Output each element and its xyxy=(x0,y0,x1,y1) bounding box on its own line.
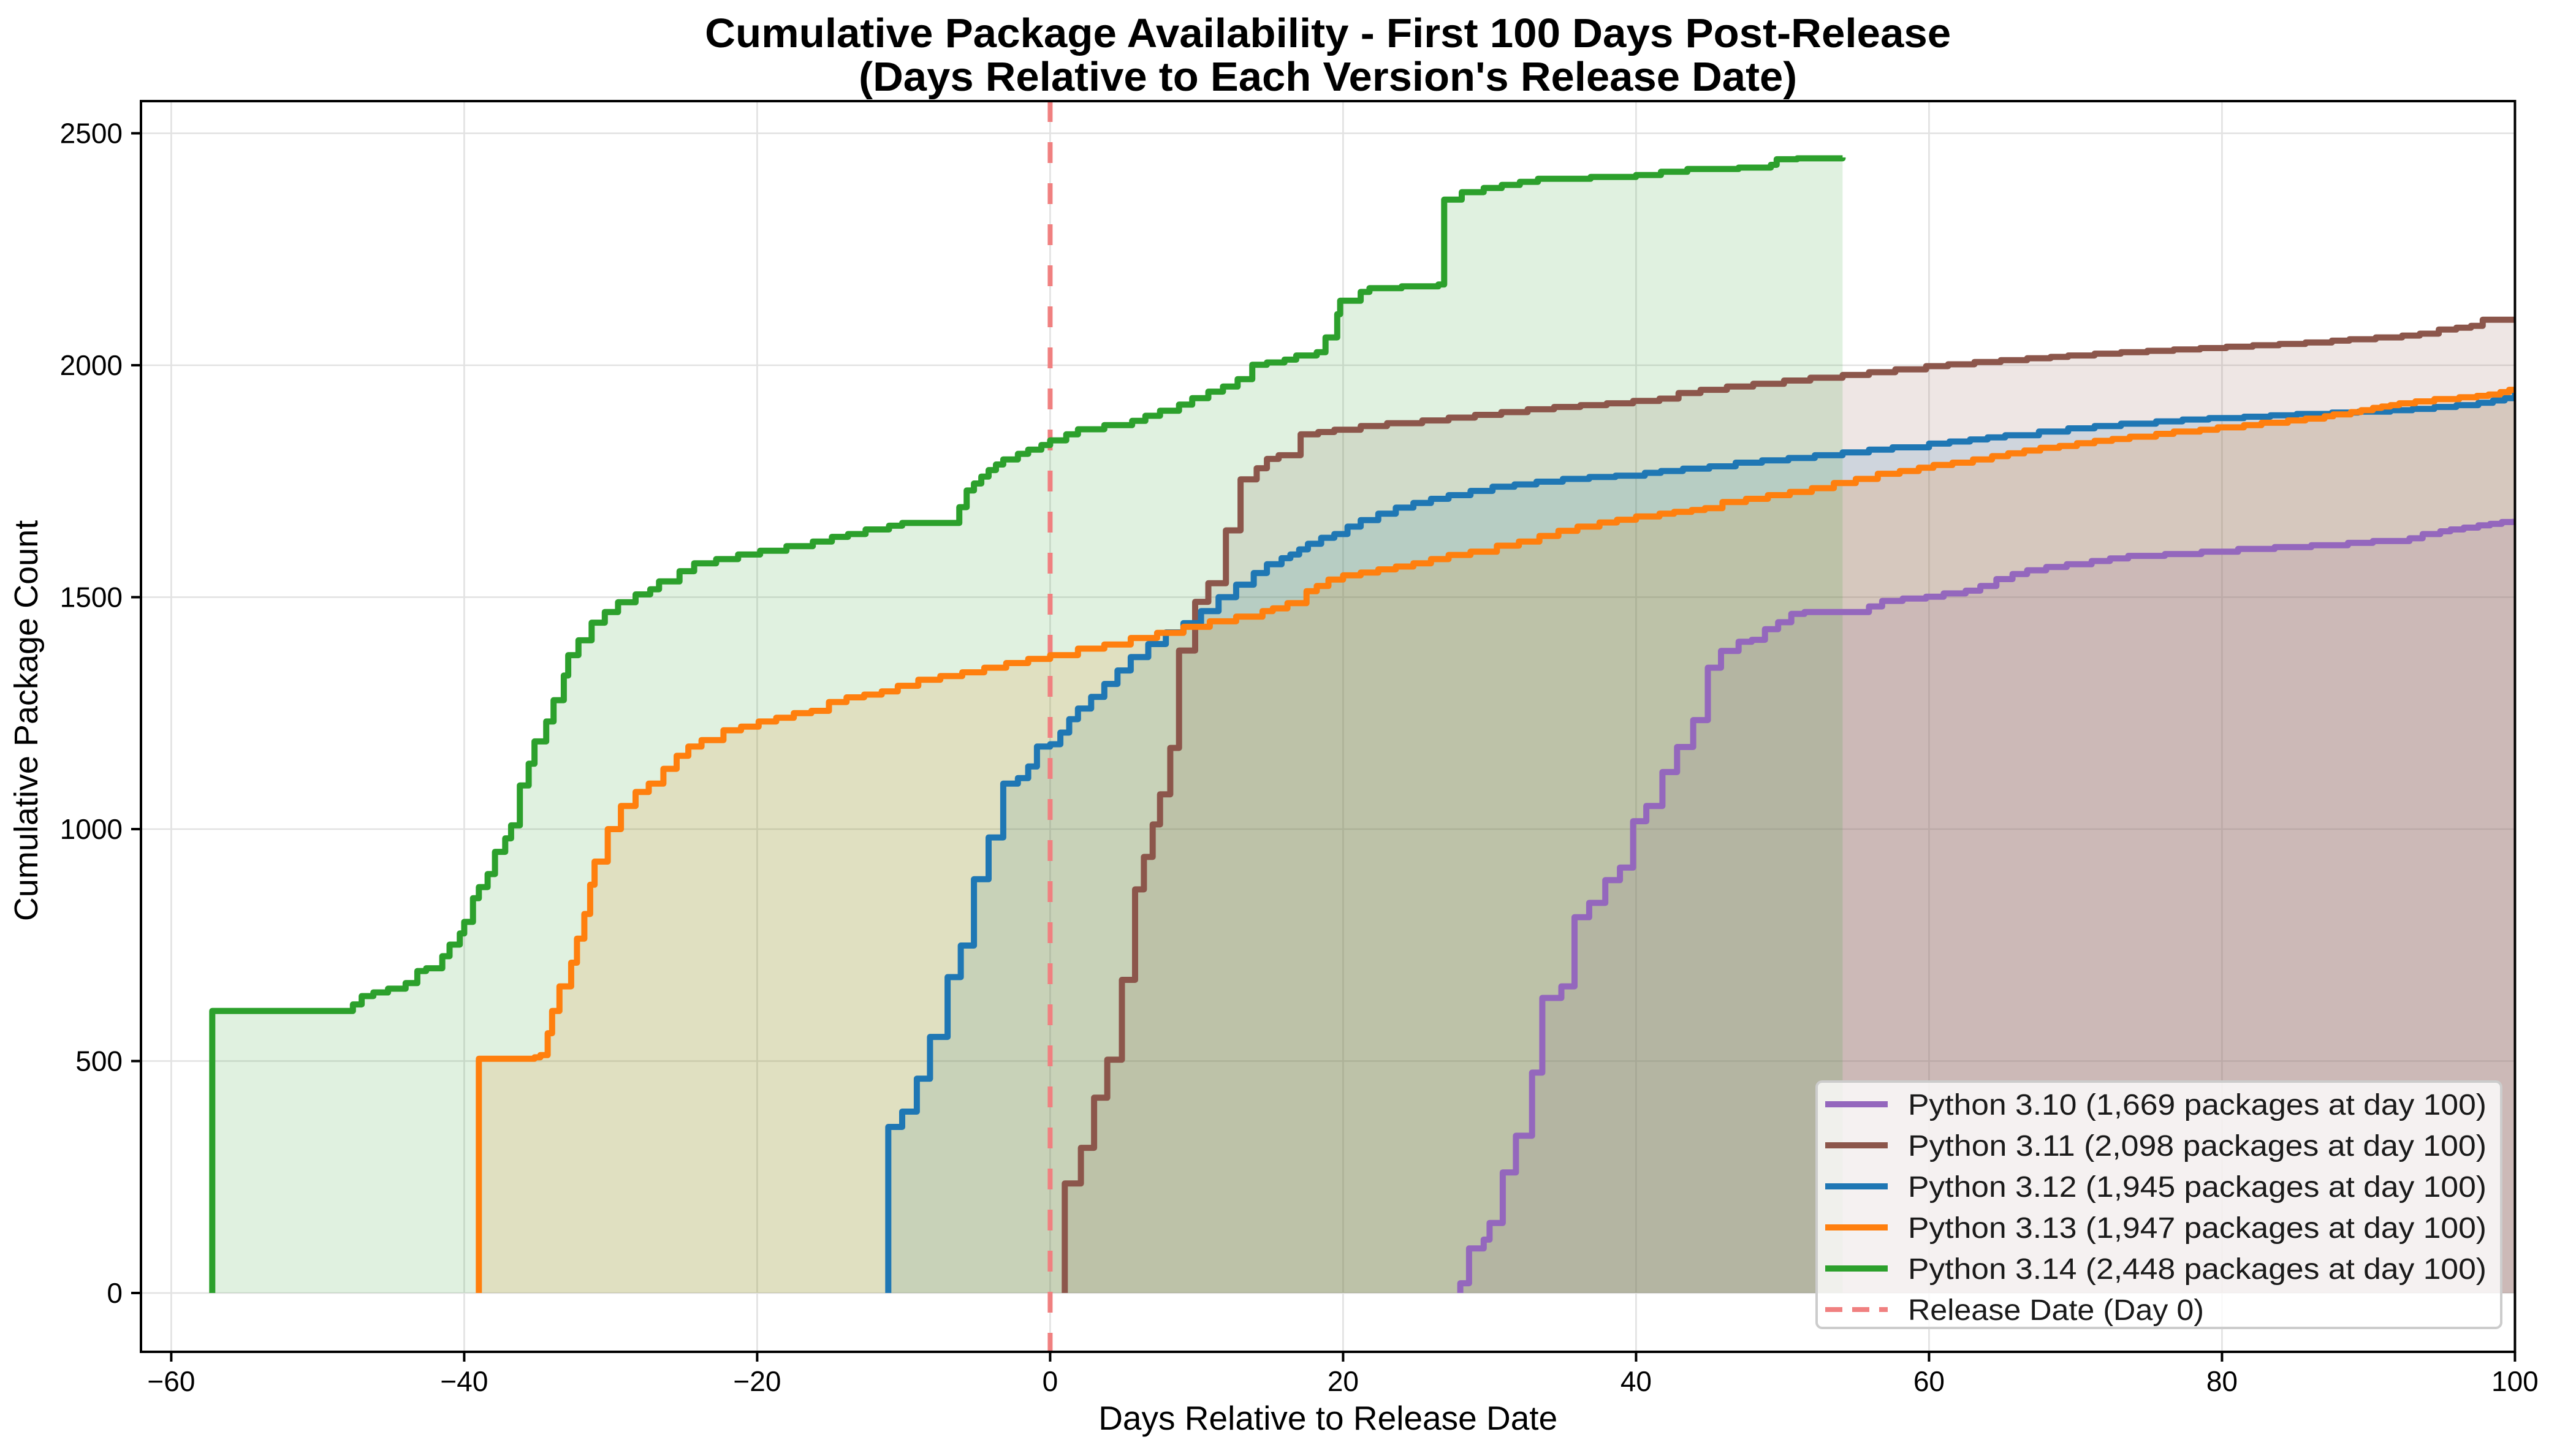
svg-text:Release Date (Day 0): Release Date (Day 0) xyxy=(1908,1294,2204,1327)
svg-text:Python 3.14 (2,448 packages at: Python 3.14 (2,448 packages at day 100) xyxy=(1908,1253,2487,1286)
svg-text:2500: 2500 xyxy=(60,118,123,150)
svg-text:2000: 2000 xyxy=(60,349,123,381)
svg-text:Days Relative to Release Date: Days Relative to Release Date xyxy=(1098,1399,1557,1437)
svg-text:−40: −40 xyxy=(440,1365,488,1397)
svg-text:−60: −60 xyxy=(147,1365,195,1397)
svg-text:Cumulative Package Count: Cumulative Package Count xyxy=(8,520,45,921)
svg-text:Python 3.12 (1,945 packages at: Python 3.12 (1,945 packages at day 100) xyxy=(1908,1171,2487,1204)
svg-text:Python 3.10 (1,669 packages at: Python 3.10 (1,669 packages at day 100) xyxy=(1908,1089,2487,1121)
svg-text:40: 40 xyxy=(1620,1365,1652,1397)
svg-text:Python 3.11 (2,098 packages at: Python 3.11 (2,098 packages at day 100) xyxy=(1908,1130,2487,1162)
svg-text:60: 60 xyxy=(1913,1365,1945,1397)
svg-text:0: 0 xyxy=(1043,1365,1058,1397)
svg-text:80: 80 xyxy=(2206,1365,2238,1397)
svg-text:500: 500 xyxy=(75,1045,123,1077)
svg-text:100: 100 xyxy=(2491,1365,2539,1397)
svg-text:0: 0 xyxy=(107,1277,123,1309)
svg-text:1500: 1500 xyxy=(60,582,123,613)
svg-text:(Days Relative to Each Version: (Days Relative to Each Version's Release… xyxy=(859,54,1797,100)
svg-text:−20: −20 xyxy=(733,1365,781,1397)
svg-text:Python 3.13 (1,947 packages at: Python 3.13 (1,947 packages at day 100) xyxy=(1908,1212,2487,1245)
svg-text:Cumulative Package Availabilit: Cumulative Package Availability - First … xyxy=(705,10,1951,56)
svg-text:1000: 1000 xyxy=(60,813,123,845)
svg-text:20: 20 xyxy=(1328,1365,1359,1397)
